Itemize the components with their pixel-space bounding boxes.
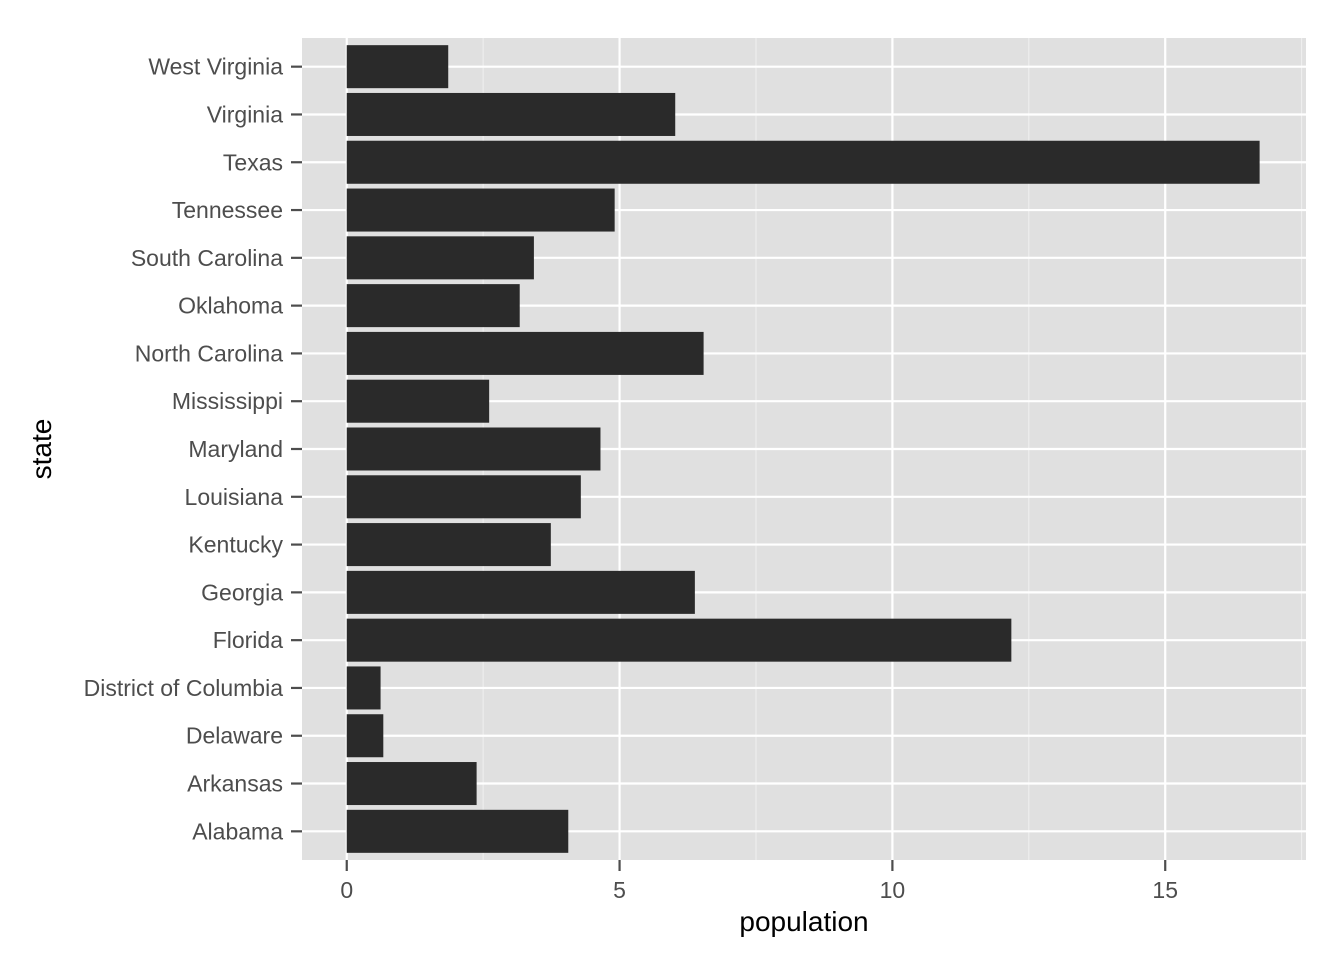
y-tick-label: Louisiana xyxy=(185,484,284,510)
y-axis-title: state xyxy=(26,419,57,480)
y-tick-label: Oklahoma xyxy=(178,293,283,319)
y-tick-label: Georgia xyxy=(201,579,283,605)
y-tick-label: Maryland xyxy=(188,436,283,462)
bar xyxy=(346,762,477,806)
y-tick-label: North Carolina xyxy=(135,340,283,366)
bar xyxy=(346,45,449,89)
x-tick-label: 0 xyxy=(340,877,353,903)
y-tick-label: Arkansas xyxy=(187,771,283,797)
bar xyxy=(346,236,534,280)
y-tick-label: Tennessee xyxy=(172,197,283,223)
bar xyxy=(346,284,520,328)
bar xyxy=(346,331,704,375)
y-tick-label: District of Columbia xyxy=(84,675,284,701)
bar xyxy=(346,475,581,519)
x-tick-label: 5 xyxy=(613,877,626,903)
bar xyxy=(346,427,601,471)
bar xyxy=(346,523,551,567)
bar xyxy=(346,714,384,758)
x-tick-label: 15 xyxy=(1152,877,1178,903)
bar xyxy=(346,379,490,423)
bar xyxy=(346,140,1260,184)
bar xyxy=(346,666,381,710)
y-tick-label: West Virginia xyxy=(148,54,283,80)
y-tick-label: Virginia xyxy=(207,101,283,127)
y-tick-label: Florida xyxy=(213,627,284,653)
y-tick-label: Mississippi xyxy=(172,388,283,414)
bar xyxy=(346,809,569,853)
bar xyxy=(346,92,676,136)
y-tick-label: Kentucky xyxy=(188,532,283,558)
x-tick-label: 10 xyxy=(880,877,906,903)
bar xyxy=(346,188,615,232)
bars xyxy=(346,45,1260,853)
x-axis: 0 5 10 15 xyxy=(340,860,1178,903)
bar xyxy=(346,618,1012,662)
y-axis: Alabama Arkansas Delaware District of Colum… xyxy=(84,54,302,844)
x-axis-title: population xyxy=(739,906,868,937)
bar xyxy=(346,570,695,614)
y-tick-label: South Carolina xyxy=(131,245,283,271)
y-tick-label: Delaware xyxy=(186,723,283,749)
y-tick-label: Alabama xyxy=(192,818,283,844)
y-tick-label: Texas xyxy=(223,149,283,175)
